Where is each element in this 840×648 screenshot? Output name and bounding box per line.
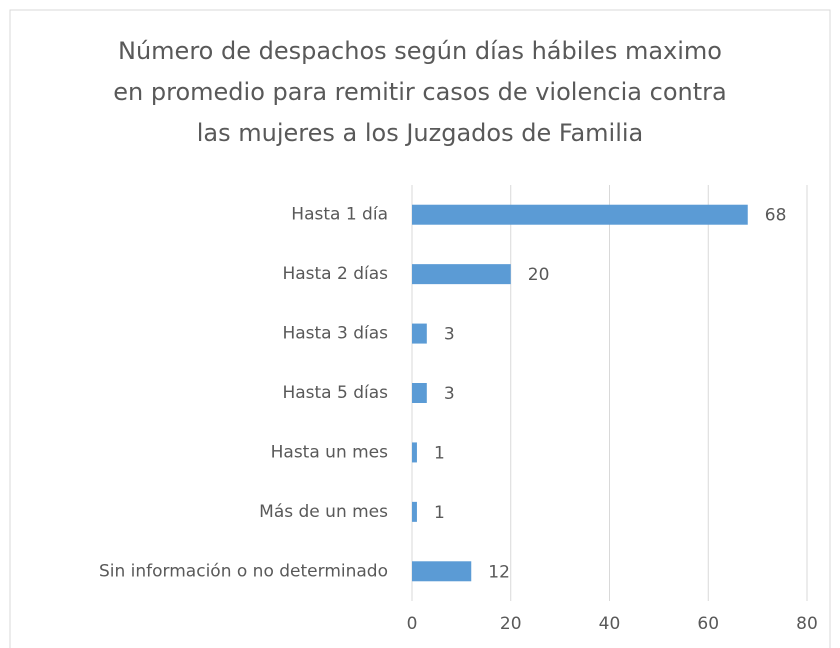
bar	[412, 501, 417, 522]
y-tick-label: Hasta 2 días	[282, 264, 388, 284]
x-tick-label: 60	[697, 614, 719, 634]
bar	[412, 264, 511, 285]
chart-title: en promedio para remitir casos de violen…	[113, 78, 726, 106]
data-label: 3	[444, 325, 455, 345]
chart-title: las mujeres a los Juzgados de Familia	[197, 119, 644, 147]
bar	[412, 323, 427, 344]
x-tick-label: 0	[407, 614, 418, 634]
x-tick-label: 20	[500, 614, 522, 634]
y-tick-label: Hasta 3 días	[282, 324, 388, 344]
data-label: 1	[434, 503, 445, 523]
data-label: 12	[488, 562, 510, 582]
y-tick-label: Hasta 1 día	[291, 205, 388, 225]
bar	[412, 383, 427, 403]
data-label: 68	[765, 206, 787, 226]
x-tick-label: 80	[796, 614, 818, 634]
x-tick-label: 40	[599, 614, 621, 634]
bar	[412, 561, 472, 582]
data-label: 1	[434, 443, 445, 463]
data-label: 20	[528, 265, 550, 285]
data-label: 3	[444, 384, 455, 404]
y-tick-label: Hasta 5 días	[282, 383, 388, 403]
y-tick-label: Sin información o no determinado	[99, 561, 388, 581]
bar	[412, 442, 417, 463]
y-tick-label: Hasta un mes	[271, 442, 389, 462]
bar	[412, 204, 748, 225]
chart-title: Número de despachos según días hábiles m…	[118, 37, 722, 65]
y-tick-label: Más de un mes	[259, 502, 388, 522]
